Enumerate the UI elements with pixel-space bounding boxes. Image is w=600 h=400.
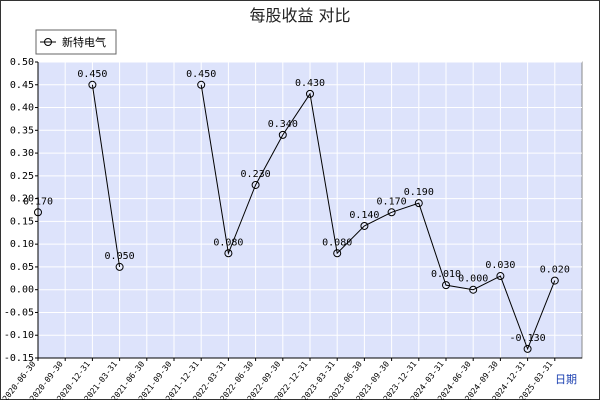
legend-label: 新特电气 — [62, 35, 106, 49]
data-point — [387, 208, 396, 217]
data-point — [278, 130, 287, 139]
y-tick-label: -0.10 — [4, 330, 34, 341]
data-point — [496, 272, 505, 281]
data-point — [442, 281, 450, 290]
data-point — [550, 276, 559, 285]
data-label: 0.450 — [77, 69, 107, 80]
legend: 新特电气 — [35, 29, 117, 55]
data-label: 0.340 — [268, 119, 298, 130]
legend-marker — [44, 38, 52, 46]
y-tick-label: 0.10 — [10, 239, 34, 250]
y-tick-label: 0.05 — [10, 262, 34, 273]
x-axis: 2020-06-302020-09-302020-12-312021-03-31… — [1, 357, 582, 400]
data-point — [251, 180, 260, 189]
data-point — [34, 208, 42, 217]
legend-box — [35, 29, 117, 55]
data-label: 0.010 — [431, 269, 461, 280]
data-label: 0.080 — [322, 237, 352, 248]
data-label: 0.230 — [241, 169, 271, 180]
grid — [38, 61, 582, 359]
y-tick-label: 0.30 — [10, 148, 34, 159]
data-point — [115, 262, 124, 271]
y-tick-label: 0.25 — [10, 171, 34, 182]
data-label: 0.170 — [377, 196, 407, 207]
data-point — [469, 285, 478, 294]
y-axis: -0.15 -0.10 -0.05 0.00 0.05 0.10 0.15 0.20 0.25 0… — [4, 57, 39, 364]
data-point — [224, 249, 233, 258]
y-tick-label: -0.05 — [4, 307, 34, 318]
data-point — [306, 89, 314, 98]
data-label: 0.050 — [105, 251, 135, 262]
data-label: 0.080 — [213, 237, 243, 248]
data-point — [414, 199, 423, 208]
data-label: 0.140 — [349, 210, 379, 221]
data-point — [88, 80, 97, 89]
y-tick-label: 0.45 — [10, 80, 34, 91]
data-label: 0.190 — [404, 187, 434, 198]
data-point — [523, 344, 532, 353]
data-label: 0.450 — [186, 69, 216, 80]
y-tick-label: 0.15 — [10, 216, 34, 227]
y-tick-label: 0.40 — [10, 103, 34, 114]
data-label: 0.170 — [23, 196, 53, 207]
series-line — [200, 84, 556, 351]
series-group: 0.170 0.450 0.050 0.450 0.080 0.230 0.340 0.430… — [23, 69, 570, 353]
y-tick-label: -0.15 — [4, 353, 34, 364]
y-tick-label: 0.35 — [10, 125, 34, 136]
data-label: -0.130 — [510, 333, 546, 344]
x-axis-label: 日期 — [555, 373, 577, 386]
data-label: 0.000 — [458, 274, 488, 285]
y-tick-label: 0.20 — [10, 194, 34, 205]
data-point — [197, 80, 206, 89]
series-line — [91, 84, 121, 267]
data-label: 0.430 — [295, 78, 325, 89]
data-point — [333, 249, 342, 258]
chart-title: 每股收益 对比 — [249, 6, 350, 25]
y-tick-label: 0.50 — [10, 57, 34, 68]
data-point — [360, 221, 369, 230]
y-tick-label: 0.00 — [10, 285, 34, 296]
data-label: 0.030 — [485, 260, 515, 271]
data-label: 0.020 — [540, 265, 570, 276]
